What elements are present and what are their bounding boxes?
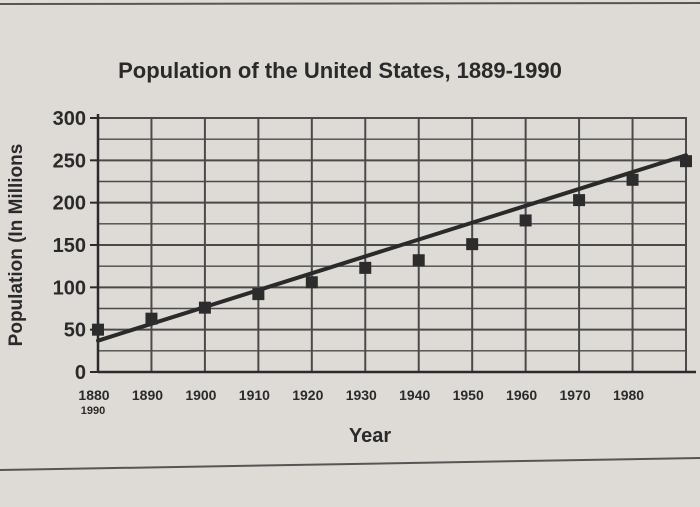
y-tick-label: 250 [53, 150, 86, 172]
x-tick-label: 1970 [560, 387, 591, 403]
y-tick-label: 150 [53, 235, 86, 257]
data-point-marker [359, 261, 372, 274]
paper-top-rule [0, 2, 700, 5]
x-tick-label: 1910 [239, 387, 270, 403]
data-point-marker [626, 173, 639, 186]
data-point-marker [198, 301, 211, 314]
y-tick-label: 100 [53, 277, 86, 299]
x-tick-label: 1920 [292, 387, 323, 403]
x-tick-labels: 1880 1890 1900 1910 1920 1930 1940 1950 1960 1970… [78, 387, 644, 403]
y-tick-label: 200 [53, 193, 86, 215]
data-point-marker [305, 276, 318, 289]
data-point-marker [145, 312, 158, 325]
chart-title: Population of the United States, 1889-19… [118, 58, 562, 83]
x-tick-label: 1880 [78, 387, 109, 403]
x-axis-label: Year [349, 425, 391, 447]
trend-line [96, 153, 688, 343]
data-point-marker [680, 155, 692, 168]
x-tick-label: 1950 [453, 387, 484, 403]
trend-line-layer [96, 153, 688, 343]
x-tick-label: 1960 [506, 387, 537, 403]
data-point-marker [92, 323, 104, 336]
y-tick-label: 50 [64, 320, 86, 342]
data-point-marker [466, 238, 479, 251]
x-tick-label: 1890 [132, 387, 163, 403]
data-point-marker [252, 288, 265, 301]
x-tick-note: 1990 [81, 405, 105, 417]
x-tick-label: 1980 [613, 387, 644, 403]
paper-bottom-rule [0, 457, 700, 471]
y-tick-label: 0 [75, 362, 86, 384]
y-tick-label: 300 [53, 108, 86, 130]
grid-layer [96, 114, 696, 374]
data-points [92, 155, 692, 336]
x-tick-label: 1930 [346, 387, 377, 403]
x-tick-label: 1900 [185, 387, 216, 403]
data-point-marker [519, 214, 532, 227]
x-tick-label: 1940 [399, 387, 430, 403]
data-point-marker [573, 194, 586, 207]
y-tick-labels: 0 50 100 150 200 250 300 [53, 108, 98, 384]
y-axis-label: Population (In Millions [6, 144, 27, 347]
data-point-marker [412, 254, 425, 267]
